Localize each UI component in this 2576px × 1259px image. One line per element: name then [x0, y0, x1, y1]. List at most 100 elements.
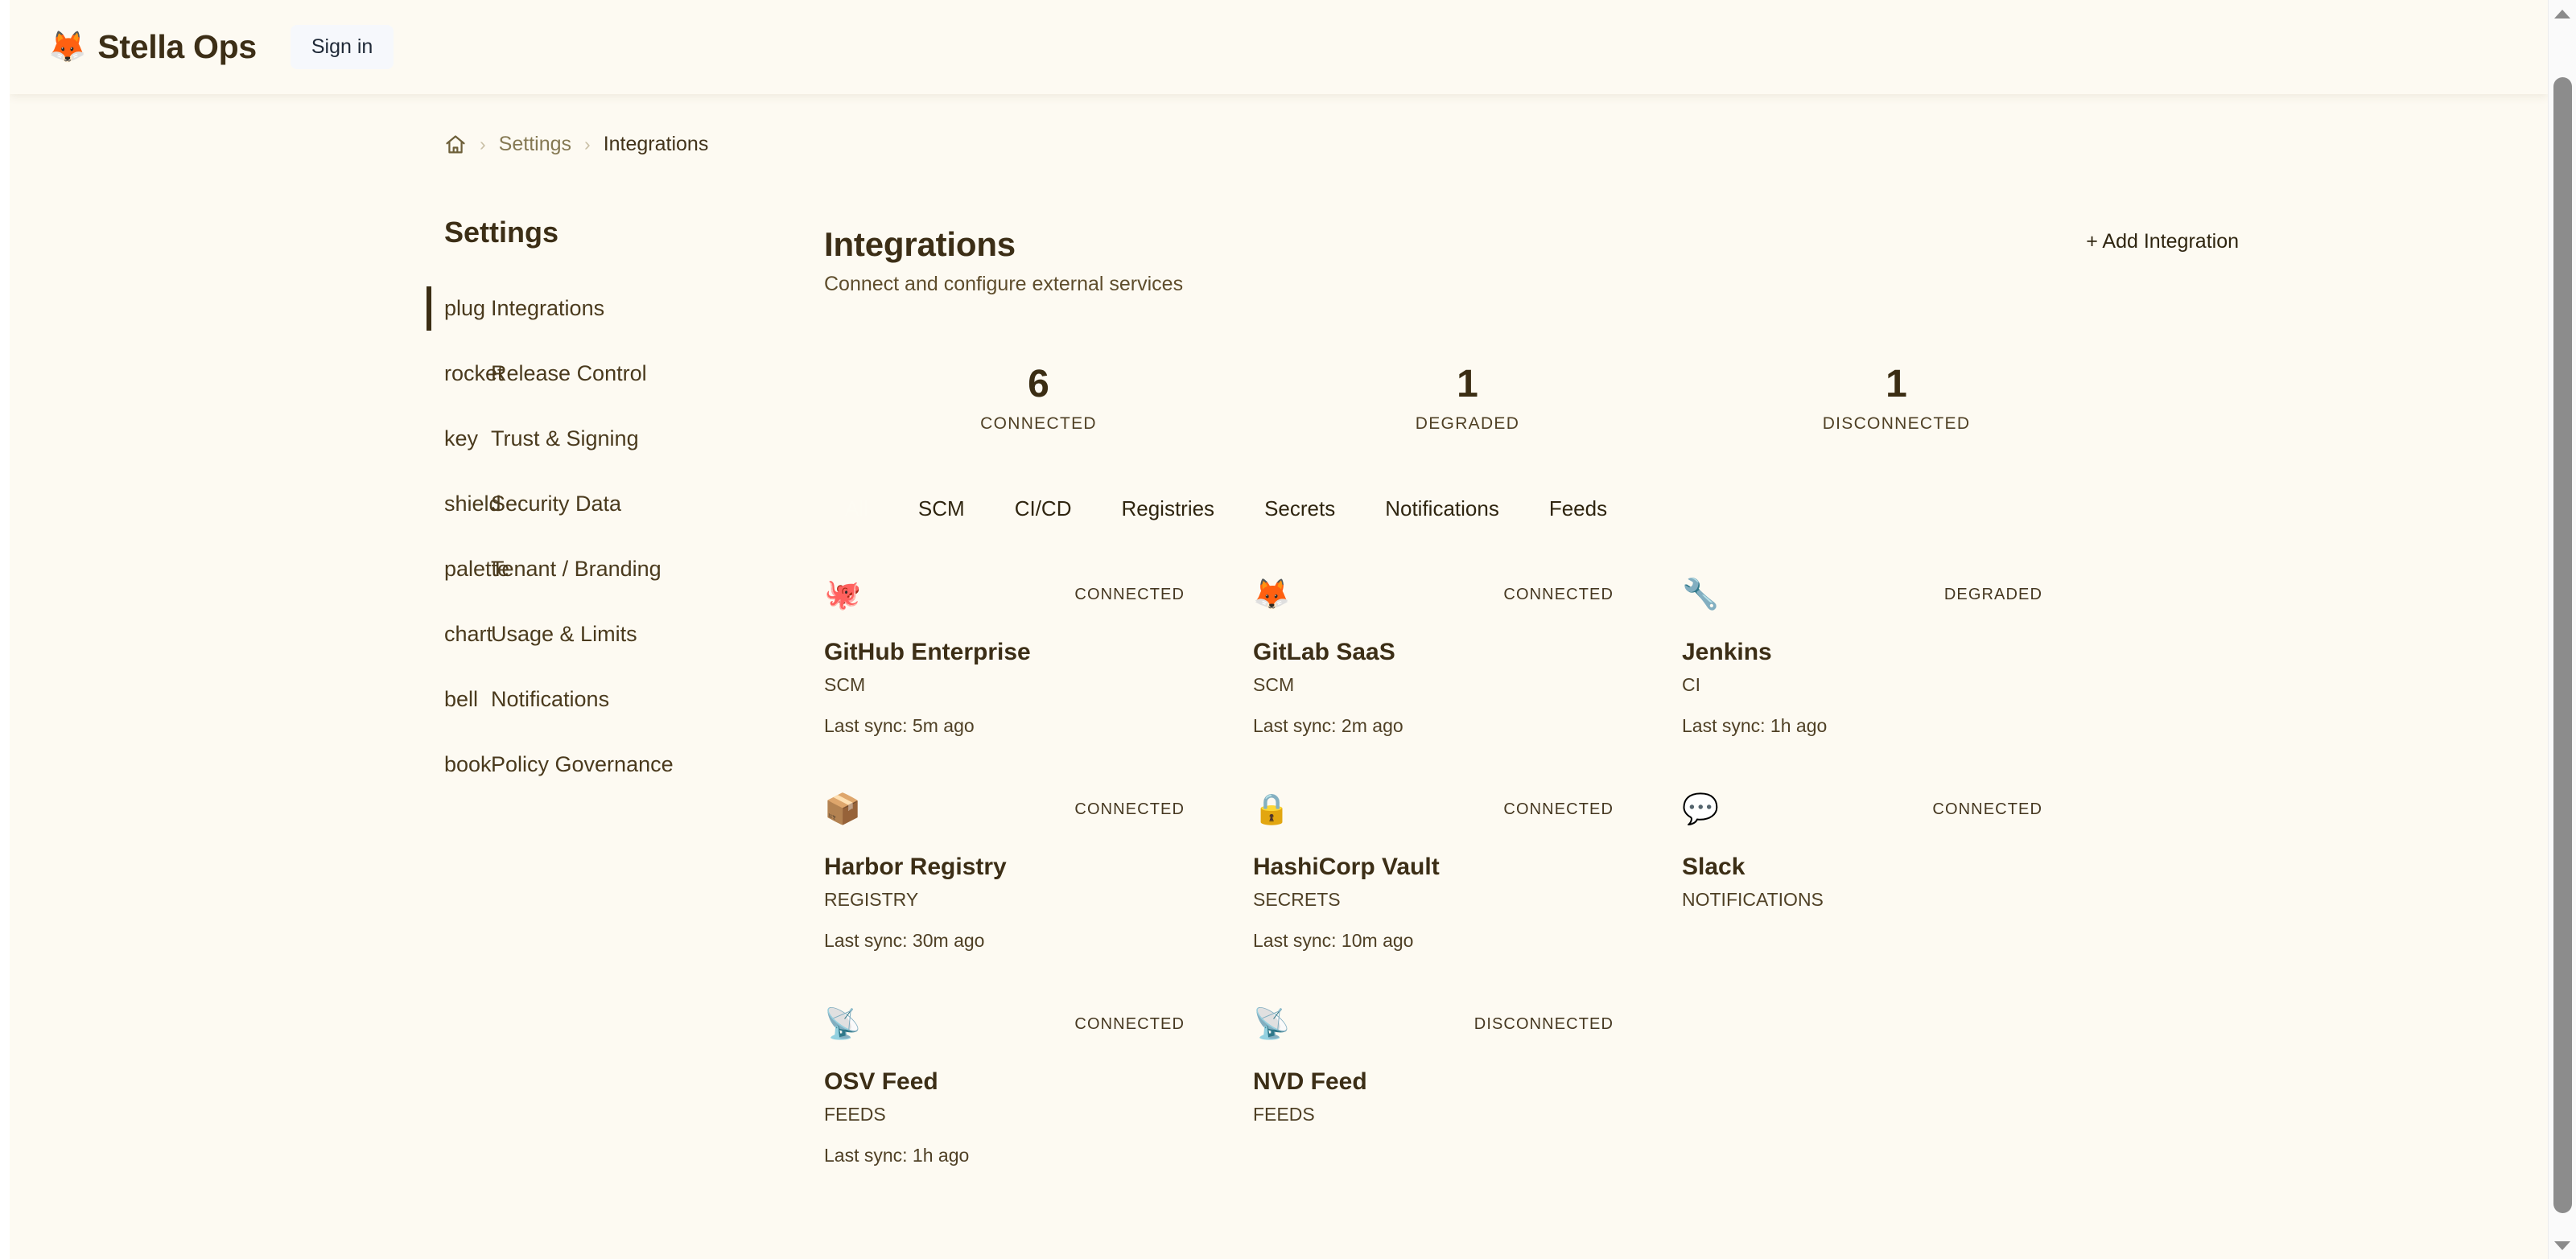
sidebar-item-label: Trust & Signing	[491, 426, 639, 451]
scrollbar-thumb[interactable]	[2553, 77, 2572, 1213]
card-top: 💬 CONNECTED	[1682, 794, 2084, 839]
card-top: 🦊 CONNECTED	[1253, 579, 1655, 624]
breadcrumb-item-settings[interactable]: Settings	[498, 133, 572, 155]
integration-card[interactable]: 🐙 CONNECTED GitHub Enterprise SCM Last s…	[824, 579, 1226, 737]
last-sync-text: Last sync: 1h ago	[824, 1144, 970, 1166]
key-icon: key	[444, 426, 479, 451]
page-subtitle: Connect and configure external services	[824, 273, 1184, 295]
stat-degraded: 1 DEGRADED	[1253, 364, 1682, 434]
rocket-icon: rocket	[444, 360, 504, 385]
sidebar-item-label: Tenant / Branding	[491, 556, 662, 581]
category-tabs: All SCM CI/CD Registries Secrets Notific…	[824, 487, 2192, 531]
status-badge: CONNECTED	[1503, 585, 1614, 603]
stat-label: DEGRADED	[1415, 413, 1520, 433]
tab-feeds[interactable]: Feeds	[1528, 487, 1628, 531]
sidebar-item-security-data[interactable]: shield Security Data	[444, 480, 782, 527]
sidebar-item-integrations[interactable]: plug Integrations	[427, 285, 782, 331]
active-indicator-bar	[427, 352, 431, 396]
active-indicator-bar	[427, 286, 431, 331]
integration-category: REGISTRY	[824, 888, 919, 910]
sidebar-item-policy-governance[interactable]: book Policy Governance	[444, 741, 782, 788]
last-sync-text: Last sync: 5m ago	[824, 714, 975, 736]
card-top: 🐙 CONNECTED	[824, 579, 1226, 624]
fox-icon: 🦊	[1253, 577, 1291, 611]
satellite-antenna-icon: 📡	[1253, 1006, 1291, 1040]
card-top: 📡 CONNECTED	[824, 1009, 1226, 1054]
integration-category: NOTIFICATIONS	[1682, 888, 1824, 910]
tab-notifications[interactable]: Notifications	[1364, 487, 1520, 531]
card-top: 📡 DISCONNECTED	[1253, 1009, 1655, 1054]
integration-card[interactable]: 📡 DISCONNECTED NVD Feed FEEDS	[1253, 1009, 1655, 1166]
sidebar-item-label: Policy Governance	[491, 751, 674, 776]
sidebar-title: Settings	[444, 216, 559, 249]
stat-value: 1	[1457, 363, 1478, 405]
tab-scm[interactable]: SCM	[897, 487, 986, 531]
tab-registries[interactable]: Registries	[1100, 487, 1235, 531]
tab-cicd[interactable]: CI/CD	[994, 487, 1093, 531]
status-badge: DEGRADED	[1943, 585, 2042, 603]
sidebar-item-usage-limits[interactable]: chart Usage & Limits	[444, 611, 782, 657]
add-integration-button[interactable]: + Add Integration	[2086, 230, 2239, 253]
status-summary: 6 CONNECTED 1 DEGRADED 1 DISCONNECTED	[824, 364, 2192, 434]
last-sync-text: Last sync: 1h ago	[1682, 714, 1828, 736]
sidebar-item-label: Integrations	[491, 295, 605, 320]
home-icon[interactable]	[444, 134, 467, 156]
integration-name: OSV Feed	[824, 1068, 938, 1095]
status-badge: CONNECTED	[1074, 800, 1185, 818]
wrench-icon: 🔧	[1682, 577, 1720, 611]
status-badge: CONNECTED	[1932, 800, 2042, 818]
active-indicator-bar	[427, 743, 431, 787]
sidebar-item-trust-signing[interactable]: key Trust & Signing	[444, 415, 782, 462]
integration-card[interactable]: 🦊 CONNECTED GitLab SaaS SCM Last sync: 2…	[1253, 579, 1655, 737]
integration-name: Jenkins	[1682, 638, 1772, 665]
integration-category: SCM	[824, 673, 866, 695]
page-header: Integrations Connect and configure exter…	[824, 225, 2239, 302]
book-icon: book	[444, 751, 492, 776]
app-title: Stella Ops	[97, 28, 257, 65]
integration-card[interactable]: 💬 CONNECTED Slack NOTIFICATIONS	[1682, 794, 2084, 952]
active-indicator-bar	[427, 547, 431, 591]
integration-grid: 🐙 CONNECTED GitHub Enterprise SCM Last s…	[824, 579, 2192, 1166]
stat-connected: 6 CONNECTED	[824, 364, 1253, 434]
sign-in-button[interactable]: Sign in	[290, 25, 394, 69]
sidebar-item-label: Release Control	[491, 360, 647, 385]
plug-icon: plug	[444, 295, 486, 320]
tab-all[interactable]: All	[824, 487, 889, 531]
integration-card[interactable]: 🔧 DEGRADED Jenkins CI Last sync: 1h ago	[1682, 579, 2084, 737]
octopus-icon: 🐙	[824, 577, 862, 611]
integration-name: GitLab SaaS	[1253, 638, 1395, 665]
integration-name: GitHub Enterprise	[824, 638, 1031, 665]
bell-icon: bell	[444, 686, 479, 711]
status-badge: DISCONNECTED	[1473, 1014, 1614, 1033]
integration-category: FEEDS	[824, 1103, 886, 1125]
integration-category: SCM	[1253, 673, 1295, 695]
sidebar-item-label: Usage & Limits	[491, 621, 637, 646]
integration-category: SECRETS	[1253, 888, 1341, 910]
integration-card[interactable]: 📦 CONNECTED Harbor Registry REGISTRY Las…	[824, 794, 1226, 952]
brand[interactable]: 🦊 Stella Ops	[48, 28, 257, 66]
page-title: Integrations	[824, 225, 1016, 263]
stat-disconnected: 1 DISCONNECTED	[1682, 364, 2111, 434]
scroll-down-arrow-icon[interactable]	[2549, 1232, 2576, 1259]
sidebar-item-label: Security Data	[491, 491, 622, 516]
stat-value: 6	[1028, 363, 1049, 405]
status-badge: CONNECTED	[1503, 800, 1614, 818]
sidebar-item-release-control[interactable]: rocket Release Control	[444, 350, 782, 397]
card-top: 🔧 DEGRADED	[1682, 579, 2084, 624]
scroll-up-arrow-icon[interactable]	[2549, 0, 2576, 27]
integration-card[interactable]: 📡 CONNECTED OSV Feed FEEDS Last sync: 1h…	[824, 1009, 1226, 1166]
last-sync-text: Last sync: 10m ago	[1253, 929, 1414, 951]
caret-up-icon	[2554, 9, 2570, 19]
integration-name: NVD Feed	[1253, 1068, 1367, 1095]
caret-down-icon	[2554, 1240, 2570, 1250]
speech-balloon-icon: 💬	[1682, 792, 1720, 825]
sidebar-item-notifications[interactable]: bell Notifications	[444, 676, 782, 722]
lock-icon: 🔒	[1253, 792, 1291, 825]
tab-secrets[interactable]: Secrets	[1243, 487, 1356, 531]
breadcrumb: › Settings › Integrations	[444, 133, 708, 156]
integration-card[interactable]: 🔒 CONNECTED HashiCorp Vault SECRETS Last…	[1253, 794, 1655, 952]
sidebar-item-tenant-branding[interactable]: palette Tenant / Branding	[444, 545, 782, 592]
status-badge: CONNECTED	[1074, 1014, 1185, 1033]
vertical-scrollbar[interactable]	[2548, 0, 2576, 1259]
